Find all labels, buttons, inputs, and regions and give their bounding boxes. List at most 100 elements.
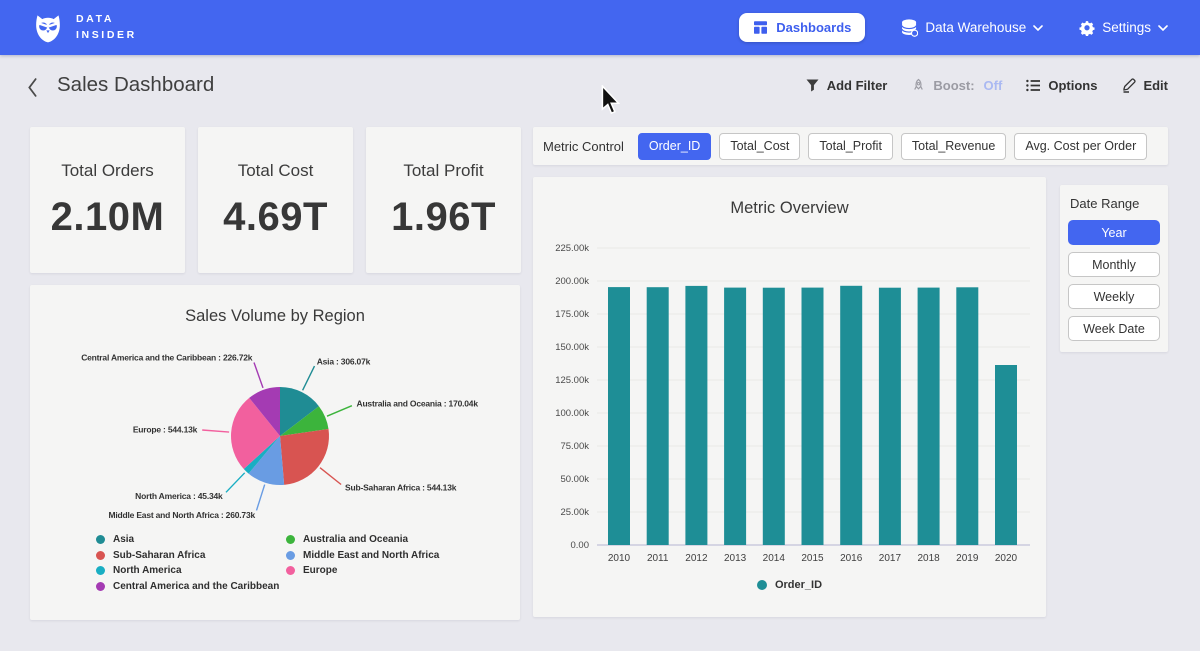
bar-2015 — [802, 288, 824, 545]
x-axis-tick-label: 2014 — [763, 553, 786, 564]
date-range-panel: Date Range YearMonthlyWeeklyWeek Date — [1060, 185, 1168, 352]
pie-legend-item-north-america[interactable]: North America — [96, 563, 286, 579]
funnel-icon — [805, 78, 820, 93]
edit-label: Edit — [1143, 78, 1168, 93]
gear-icon — [1079, 20, 1095, 36]
date-range-button-year[interactable]: Year — [1068, 220, 1160, 245]
bar-chart-title: Metric Overview — [533, 199, 1046, 218]
kpi-card-total-cost: Total Cost 4.69T — [198, 127, 353, 273]
nav-settings[interactable]: Settings — [1079, 20, 1168, 36]
header-toolbar: Add Filter Boost: Off Options — [805, 77, 1168, 93]
x-axis-tick-label: 2013 — [724, 553, 747, 564]
kpi-value: 2.10M — [30, 195, 185, 240]
legend-label: Sub-Saharan Africa — [113, 550, 205, 561]
y-axis-tick-label: 0.00 — [571, 540, 590, 551]
bar-chart: 0.0025.00k50.00k75.00k100.00k125.00k150.… — [533, 225, 1046, 575]
legend-label: Asia — [113, 534, 134, 545]
legend-dot — [757, 580, 767, 590]
x-axis-tick-label: 2018 — [917, 553, 940, 564]
kpi-label: Total Cost — [198, 161, 353, 181]
brand-logo[interactable]: DATA INSIDER — [30, 10, 137, 46]
app-window: DATA INSIDER Dashboards — [0, 0, 1200, 651]
legend-label: Order_ID — [775, 579, 822, 591]
pie-legend: Asia Australia and Oceania Sub-Saharan Afr… — [96, 532, 439, 594]
date-range-button-monthly[interactable]: Monthly — [1068, 252, 1160, 277]
bar-2016 — [840, 286, 862, 545]
nav-data-warehouse[interactable]: Data Warehouse — [901, 19, 1043, 37]
y-axis-tick-label: 25.00k — [560, 507, 589, 518]
nav-settings-label: Settings — [1102, 20, 1151, 35]
bar-2010 — [608, 287, 630, 545]
edit-button[interactable]: Edit — [1121, 77, 1168, 93]
metric-button-total-profit[interactable]: Total_Profit — [808, 133, 893, 160]
nav-dashboards-label: Dashboards — [776, 20, 851, 35]
pie-slice-label: Asia : 306.07k — [317, 357, 371, 367]
legend-dot — [286, 551, 295, 560]
legend-dot — [96, 582, 105, 591]
date-range-button-week-date[interactable]: Week Date — [1068, 316, 1160, 341]
metric-button-total-revenue[interactable]: Total_Revenue — [901, 133, 1006, 160]
legend-label: North America — [113, 565, 182, 576]
metric-button-order-id[interactable]: Order_ID — [638, 133, 711, 160]
metric-control-buttons: Order_ID Total_Cost Total_Profit Total_Reve… — [638, 133, 1155, 160]
chevron-down-icon — [1033, 25, 1043, 31]
pie-slice-label: Middle East and North Africa : 260.73k — [108, 510, 255, 520]
kpi-value: 1.96T — [366, 195, 521, 240]
x-axis-tick-label: 2019 — [956, 553, 979, 564]
x-axis-tick-label: 2016 — [840, 553, 863, 564]
dashboard-grid-icon — [753, 20, 768, 35]
metric-control-label: Metric Control — [543, 139, 624, 154]
legend-dot — [96, 551, 105, 560]
y-axis-tick-label: 200.00k — [555, 276, 589, 287]
boost-toggle[interactable]: Boost: Off — [911, 78, 1002, 93]
pie-legend-item-europe[interactable]: Europe — [286, 563, 439, 579]
legend-label: Central America and the Caribbean — [113, 581, 279, 592]
metric-button-total-cost[interactable]: Total_Cost — [719, 133, 800, 160]
y-axis-tick-label: 50.00k — [560, 474, 589, 485]
x-axis-tick-label: 2015 — [801, 553, 824, 564]
chevron-left-icon — [26, 77, 39, 98]
metric-control-bar: Metric Control Order_ID Total_Cost Total_P… — [533, 127, 1168, 165]
x-axis-tick-label: 2011 — [647, 553, 669, 564]
y-axis-tick-label: 225.00k — [555, 243, 589, 254]
y-axis-tick-label: 75.00k — [560, 441, 589, 452]
pie-legend-item-sub-saharan-africa[interactable]: Sub-Saharan Africa — [96, 548, 286, 564]
pie-legend-item-middle-east-and-north-africa[interactable]: Middle East and North Africa — [286, 548, 439, 564]
chevron-down-icon — [1158, 25, 1168, 31]
y-axis-tick-label: 150.00k — [555, 342, 589, 353]
add-filter-button[interactable]: Add Filter — [805, 78, 888, 93]
bar-chart-legend: Order_ID — [533, 579, 1046, 591]
legend-label: Middle East and North Africa — [303, 550, 439, 561]
back-button[interactable] — [26, 77, 39, 101]
nav-dashboards-button[interactable]: Dashboards — [739, 13, 865, 42]
options-label: Options — [1048, 78, 1097, 93]
legend-label: Australia and Oceania — [303, 534, 408, 545]
pie-chart-card: Sales Volume by Region Asia : 306.07kAus… — [30, 285, 520, 620]
list-icon — [1026, 79, 1041, 92]
metric-button-avg-cost-per-order[interactable]: Avg. Cost per Order — [1014, 133, 1147, 160]
boost-status: Off — [984, 78, 1003, 93]
bar-2013 — [724, 288, 746, 545]
brand-text: DATA INSIDER — [76, 12, 137, 44]
kpi-card-total-orders: Total Orders 2.10M — [30, 127, 185, 273]
bar-2012 — [685, 286, 707, 545]
pencil-icon — [1121, 77, 1136, 93]
add-filter-label: Add Filter — [827, 78, 888, 93]
date-range-button-weekly[interactable]: Weekly — [1068, 284, 1160, 309]
bar-2014 — [763, 288, 785, 545]
options-button[interactable]: Options — [1026, 78, 1097, 93]
navbar-menu: Dashboards Data Warehouse — [739, 13, 1168, 42]
pie-legend-item-australia-and-oceania[interactable]: Australia and Oceania — [286, 532, 439, 548]
owl-logo-icon — [30, 10, 66, 46]
pie-legend-item-central-america-and-the-caribbean[interactable]: Central America and the Caribbean — [96, 579, 286, 595]
y-axis-tick-label: 125.00k — [555, 375, 589, 386]
pie-slice-label: Europe : 544.13k — [133, 425, 198, 435]
y-axis-tick-label: 175.00k — [555, 309, 589, 320]
kpi-card-total-profit: Total Profit 1.96T — [366, 127, 521, 273]
pie-legend-item-asia[interactable]: Asia — [96, 532, 286, 548]
dashboard-header: Sales Dashboard Add Filter Boost: Off — [0, 55, 1200, 125]
legend-dot — [286, 535, 295, 544]
bar-2018 — [918, 288, 940, 545]
bar-2011 — [647, 287, 669, 545]
pie-slice-label: Australia and Oceania : 170.04k — [357, 399, 479, 409]
